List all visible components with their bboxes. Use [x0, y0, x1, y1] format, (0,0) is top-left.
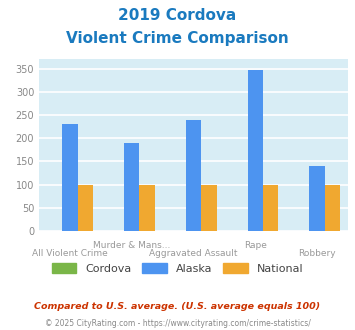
- Bar: [124, 143, 140, 231]
- Bar: [201, 184, 217, 231]
- Bar: [78, 184, 93, 231]
- Text: Aggravated Assault: Aggravated Assault: [149, 248, 238, 258]
- Bar: [186, 120, 201, 231]
- Bar: [140, 184, 155, 231]
- Legend: Cordova, Alaska, National: Cordova, Alaska, National: [47, 258, 308, 278]
- Bar: [62, 124, 78, 231]
- Text: Rape: Rape: [244, 241, 267, 250]
- Text: Murder & Mans...: Murder & Mans...: [93, 241, 170, 250]
- Text: Robbery: Robbery: [298, 248, 336, 258]
- Text: Compared to U.S. average. (U.S. average equals 100): Compared to U.S. average. (U.S. average …: [34, 302, 321, 311]
- Bar: [309, 166, 325, 231]
- Bar: [247, 70, 263, 231]
- Bar: [325, 184, 340, 231]
- Text: 2019 Cordova: 2019 Cordova: [118, 8, 237, 23]
- Text: All Violent Crime: All Violent Crime: [32, 248, 108, 258]
- Text: Violent Crime Comparison: Violent Crime Comparison: [66, 31, 289, 46]
- Bar: [263, 184, 278, 231]
- Text: © 2025 CityRating.com - https://www.cityrating.com/crime-statistics/: © 2025 CityRating.com - https://www.city…: [45, 319, 310, 328]
